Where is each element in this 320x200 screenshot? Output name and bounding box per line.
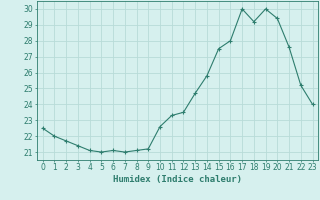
X-axis label: Humidex (Indice chaleur): Humidex (Indice chaleur) bbox=[113, 175, 242, 184]
